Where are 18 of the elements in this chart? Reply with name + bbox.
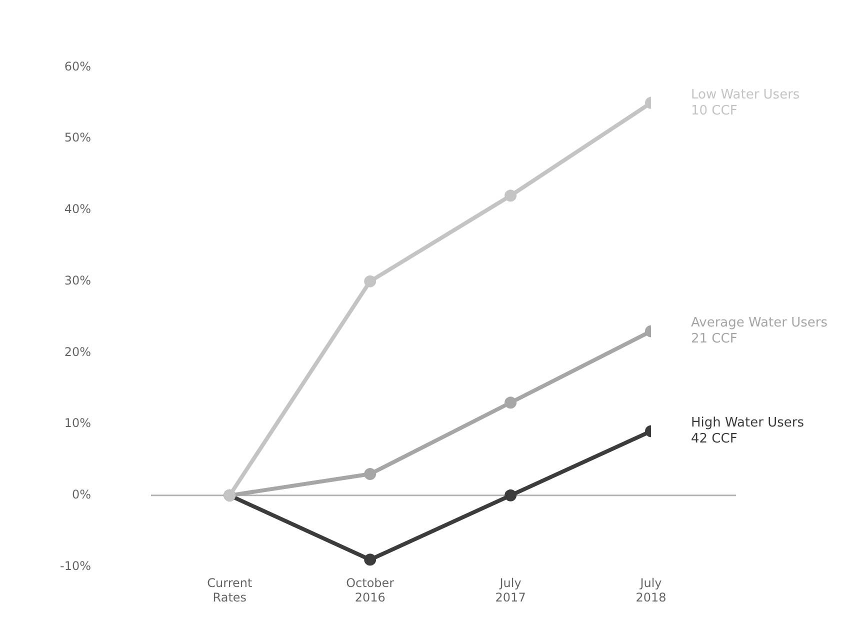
y-tick-label: 20% xyxy=(64,344,91,359)
x-tick-label: July 2018 xyxy=(636,576,666,605)
x-tick-label: October 2016 xyxy=(346,576,394,605)
text: Low Water Users 10 CCF xyxy=(691,87,800,118)
x-tick-label: July 2017 xyxy=(495,576,526,605)
y-tick-label: 10% xyxy=(64,416,91,430)
y-tick-label: 30% xyxy=(64,273,91,288)
y-tick-label: 60% xyxy=(64,59,91,74)
point xyxy=(364,275,376,288)
point xyxy=(364,554,376,566)
x-tick-label: Current Rates xyxy=(207,576,252,605)
text: High Water Users 42 CCF xyxy=(691,416,804,447)
point xyxy=(364,468,376,480)
text: Average Water Users 21 CCF xyxy=(691,316,828,347)
y-tick-label: -10% xyxy=(60,558,91,573)
y-tick-label: 50% xyxy=(64,130,91,145)
y-tick-label: 0% xyxy=(72,488,91,502)
y-tick-label: 40% xyxy=(64,202,91,216)
